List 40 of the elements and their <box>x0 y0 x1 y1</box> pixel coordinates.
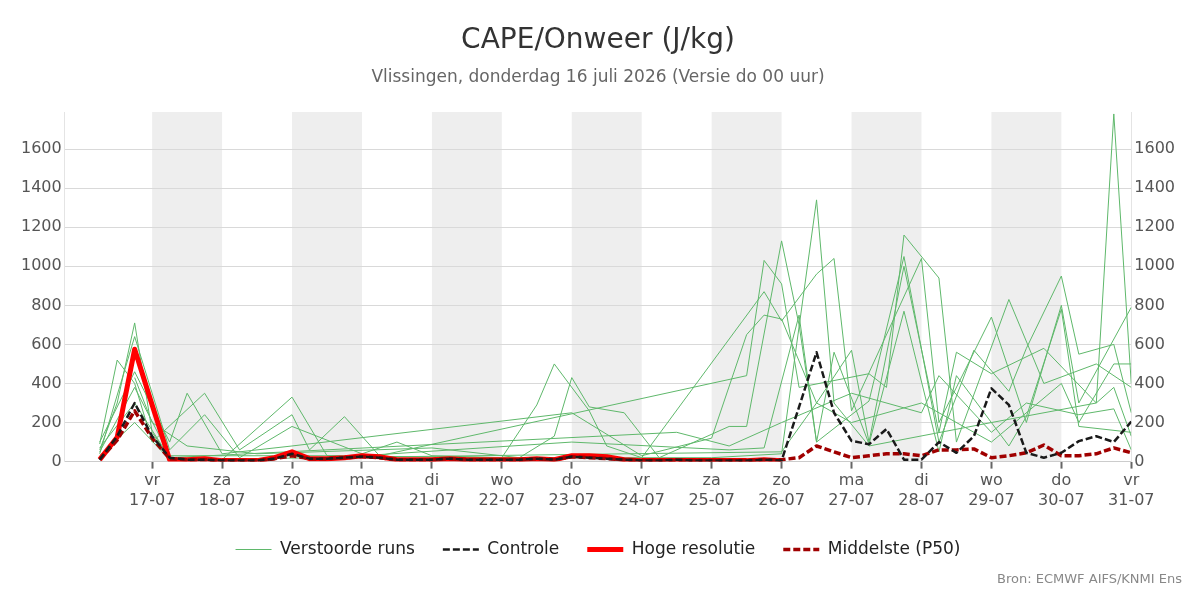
y2-tick-label: 0 <box>1134 450 1145 470</box>
y2-tick-label: 800 <box>1134 294 1165 314</box>
y-tick-label: 600 <box>31 333 62 353</box>
x-tick-label: zo 26-07 <box>758 470 805 509</box>
y-tick-label: 1400 <box>21 177 62 197</box>
x-tick-label: do 23-07 <box>548 470 596 509</box>
y2-tick-label: 1400 <box>1134 177 1175 197</box>
x-tick-label: za 25-07 <box>688 470 735 509</box>
legend-label: Verstoorde runs <box>280 537 415 558</box>
y2-tick-label: 200 <box>1134 411 1165 431</box>
y-tick-label: 1200 <box>21 216 62 236</box>
x-tick-label: vr 17-07 <box>128 470 176 509</box>
x-tick-label: ma 20-07 <box>338 470 386 509</box>
y-tick-label: 1000 <box>21 255 62 275</box>
x-tick-label: do 30-07 <box>1038 470 1085 509</box>
text: Bron: ECMWF AIFS/KNMI Ens <box>997 571 1182 586</box>
y-tick-label: 1600 <box>21 138 62 158</box>
x-tick-label: vr 24-07 <box>618 470 665 509</box>
chart-subtitle: Vlissingen, donderdag 16 juli 2026 (Versie do 00 uur) <box>371 66 825 87</box>
y-tick-label: 400 <box>31 372 62 392</box>
y2-tick-label: 1000 <box>1134 255 1175 275</box>
legend-label: Controle <box>487 537 560 558</box>
legend-label: Middelste (P50) <box>827 537 961 558</box>
y-tick-label: 0 <box>51 450 62 470</box>
y-tick-label: 800 <box>31 294 62 314</box>
x-tick-label: ma 27-07 <box>828 470 875 509</box>
y2-tick-label: 1600 <box>1134 138 1175 158</box>
legend-label: Hoge resolutie <box>631 537 756 558</box>
x-tick-label: za 18-07 <box>198 470 246 509</box>
chart-title: CAPE/Onweer (J/kg) <box>461 22 735 56</box>
y2-tick-label: 400 <box>1134 372 1165 392</box>
x-tick-label: zo 19-07 <box>268 470 316 509</box>
y2-tick-label: 600 <box>1134 333 1165 353</box>
y-tick-label: 200 <box>31 411 62 431</box>
x-tick-label: wo 29-07 <box>968 470 1015 509</box>
x-tick-label: di 21-07 <box>408 470 456 509</box>
x-tick-label: wo 22-07 <box>478 470 526 509</box>
x-tick-label: di 28-07 <box>898 470 945 509</box>
x-tick-label: vr 31-07 <box>1108 470 1155 509</box>
y2-tick-label: 1200 <box>1134 216 1175 236</box>
